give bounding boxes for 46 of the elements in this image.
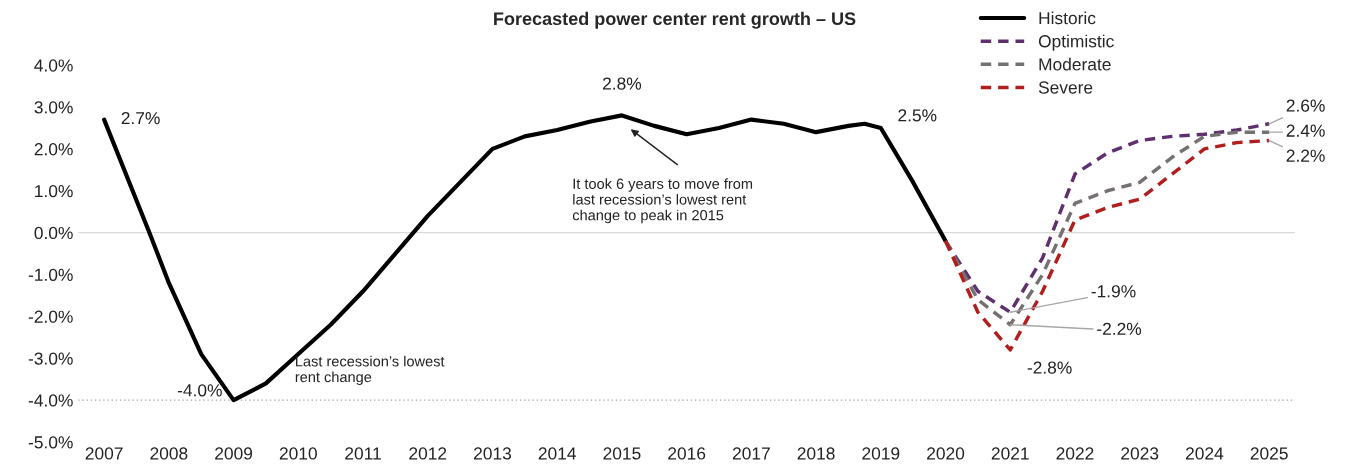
x-tick-label: 2021	[991, 447, 1029, 460]
x-tick-label: 2013	[474, 447, 512, 460]
annotation: 2.2%	[1286, 149, 1325, 162]
annotation: 2.5%	[898, 109, 937, 122]
annotation: -2.2%	[1097, 322, 1142, 335]
x-tick-label: 2009	[215, 447, 253, 460]
y-tick-label: 0.0%	[34, 226, 73, 240]
x-tick-label: 2022	[1056, 447, 1094, 460]
x-tick-label: 2020	[927, 447, 965, 460]
x-tick-label: 2008	[150, 447, 188, 460]
legend-label: Moderate	[1039, 57, 1111, 71]
x-tick-label: 2018	[797, 447, 835, 460]
x-tick-label: 2019	[862, 447, 900, 460]
y-tick-label: 4.0%	[34, 59, 73, 72]
legend-label: Severe	[1038, 81, 1093, 94]
y-tick-label: 2.0%	[34, 143, 73, 156]
y-tick-label: 1.0%	[35, 184, 73, 198]
y-tick-label: -1.0%	[28, 268, 73, 281]
annotation: It took 6 years to move from last recession’s lowest rent change to peak in 2015	[572, 178, 753, 224]
annotation: -1.9%	[1091, 285, 1136, 298]
y-tick-label: -3.0%	[28, 352, 73, 365]
x-tick-label: 2016	[668, 447, 706, 460]
y-tick-label: -4.0%	[28, 394, 73, 407]
legend-label: Historic	[1039, 11, 1096, 25]
y-tick-label: -2.0%	[28, 310, 73, 323]
y-tick-label: -5.0%	[28, 436, 73, 449]
x-tick-label: 2012	[409, 447, 447, 460]
x-tick-label: 2023	[1121, 447, 1159, 460]
x-tick-label: 2017	[732, 447, 770, 460]
annotation: -4.0%	[177, 384, 222, 397]
annotation: 2.6%	[1286, 99, 1325, 112]
x-tick-label: 2024	[1185, 447, 1224, 460]
x-tick-label: 2025	[1250, 447, 1288, 460]
y-tick-label: 3.0%	[34, 101, 73, 114]
annotation: 2.8%	[603, 77, 642, 90]
x-tick-label: 2014	[538, 447, 576, 460]
annotation: 2.4%	[1286, 124, 1325, 137]
annotation: -2.8%	[1027, 361, 1072, 374]
annotation: 2.7%	[121, 111, 160, 125]
annotation: Last recession’s lowest rent change	[295, 355, 445, 386]
x-tick-label: 2010	[279, 447, 317, 460]
chart-title: Forecasted power center rent growth – US	[494, 11, 856, 29]
legend-label: Optimistic	[1038, 34, 1114, 51]
x-tick-label: 2007	[85, 447, 123, 460]
x-tick-label: 2015	[603, 447, 641, 460]
x-tick-label: 2011	[345, 447, 381, 460]
